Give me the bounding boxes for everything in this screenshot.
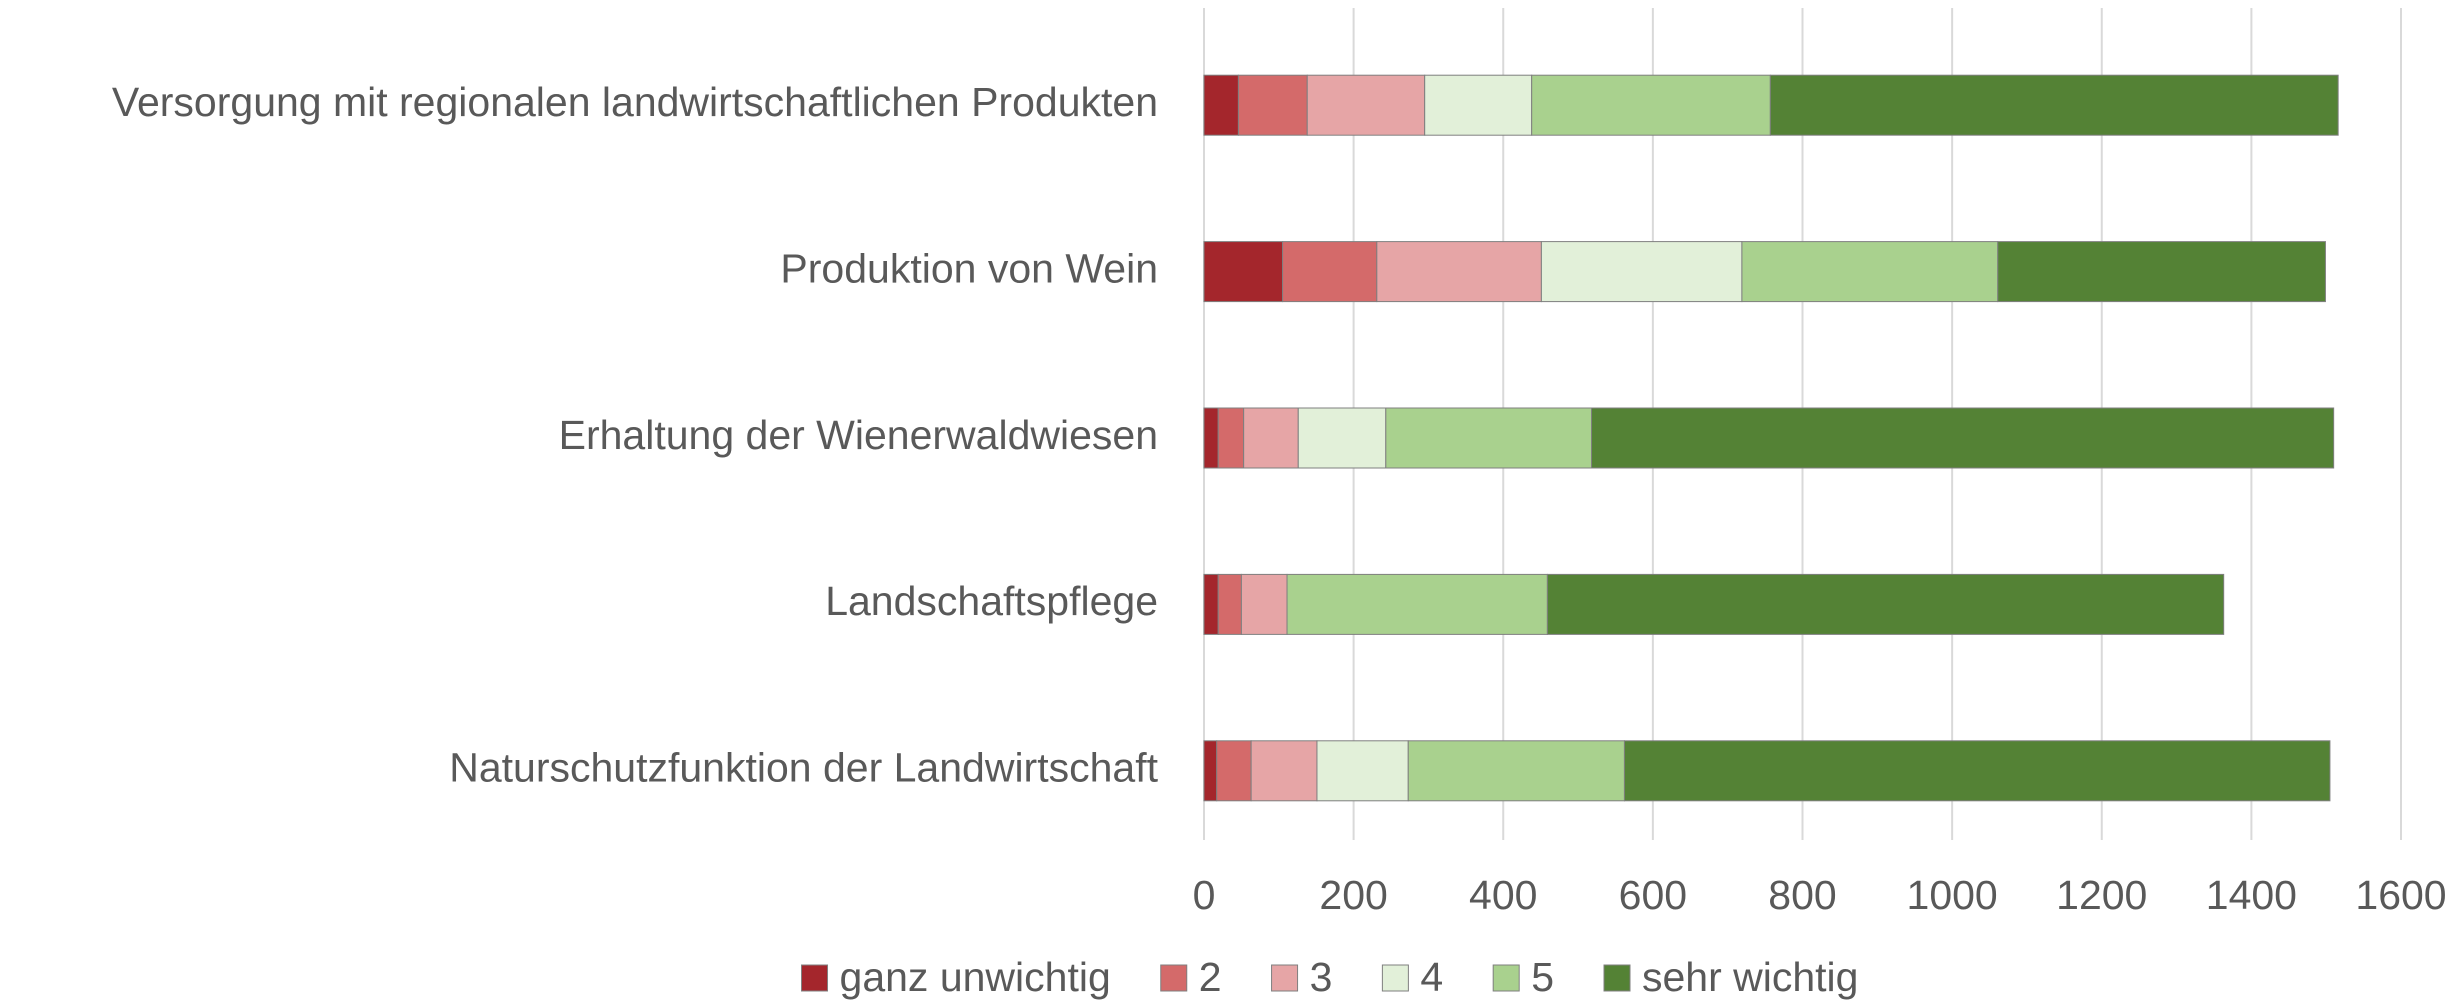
legend-label: 4 bbox=[1420, 954, 1443, 1000]
bar-segment bbox=[1203, 407, 1219, 469]
x-tick-label: 600 bbox=[1619, 872, 1687, 918]
bar-segment bbox=[1546, 573, 2225, 635]
bar-segment bbox=[1203, 740, 1218, 802]
bar-segment bbox=[1306, 74, 1426, 136]
x-tick-label: 0 bbox=[1193, 872, 1216, 918]
bar-segment bbox=[1407, 740, 1625, 802]
bar-segment bbox=[1216, 740, 1252, 802]
x-tick-label: 1600 bbox=[2355, 872, 2446, 918]
bar-segment bbox=[1540, 241, 1743, 303]
x-tick-label: 800 bbox=[1768, 872, 1836, 918]
bar-segment bbox=[1286, 573, 1548, 635]
legend-label: 2 bbox=[1199, 954, 1222, 1000]
bar-segment bbox=[1623, 740, 2331, 802]
x-tick-label: 400 bbox=[1469, 872, 1537, 918]
x-tick-label: 1400 bbox=[2206, 872, 2297, 918]
bar-segment bbox=[1237, 74, 1308, 136]
bar-segment bbox=[1385, 407, 1593, 469]
bar-segment bbox=[1591, 407, 2335, 469]
x-tick-label: 200 bbox=[1319, 872, 1387, 918]
bar-segment bbox=[1217, 407, 1245, 469]
bar-segment bbox=[1316, 740, 1409, 802]
bar-segment bbox=[1240, 573, 1288, 635]
y-tick-label: Versorgung mit regionalen landwirtschaft… bbox=[112, 79, 1158, 125]
legend-swatch bbox=[1381, 964, 1409, 992]
bar-segment bbox=[1424, 74, 1533, 136]
bar-segment bbox=[1203, 241, 1284, 303]
bar-segment bbox=[1376, 241, 1542, 303]
legend-swatch bbox=[1271, 964, 1299, 992]
bar-segment bbox=[1282, 241, 1378, 303]
bar-segment bbox=[1997, 241, 2326, 303]
legend-swatch bbox=[1160, 964, 1188, 992]
bar-segment bbox=[1203, 74, 1239, 136]
bar-segment bbox=[1243, 407, 1299, 469]
y-tick-label: Naturschutzfunktion der Landwirtschaft bbox=[449, 745, 1158, 791]
bar-segment bbox=[1203, 573, 1219, 635]
x-tick-label: 1000 bbox=[1907, 872, 1998, 918]
bar-segment bbox=[1769, 74, 2339, 136]
x-tick-label: 1200 bbox=[2056, 872, 2147, 918]
y-tick-label: Produktion von Wein bbox=[780, 245, 1158, 291]
bar-segment bbox=[1250, 740, 1318, 802]
legend-label: sehr wichtig bbox=[1642, 954, 1858, 1000]
legend-swatch bbox=[1603, 964, 1631, 992]
bar-segment bbox=[1741, 241, 1999, 303]
legend-label: ganz unwichtig bbox=[840, 954, 1111, 1000]
bar-segment bbox=[1297, 407, 1387, 469]
bar-segment bbox=[1531, 74, 1771, 136]
y-tick-label: Landschaftspflege bbox=[825, 578, 1158, 624]
bar-segment bbox=[1217, 573, 1242, 635]
legend-label: 3 bbox=[1310, 954, 1333, 1000]
legend-label: 5 bbox=[1531, 954, 1554, 1000]
y-tick-label: Erhaltung der Wienerwaldwiesen bbox=[559, 412, 1158, 458]
legend-swatch bbox=[1492, 964, 1520, 992]
legend-swatch bbox=[801, 964, 829, 992]
